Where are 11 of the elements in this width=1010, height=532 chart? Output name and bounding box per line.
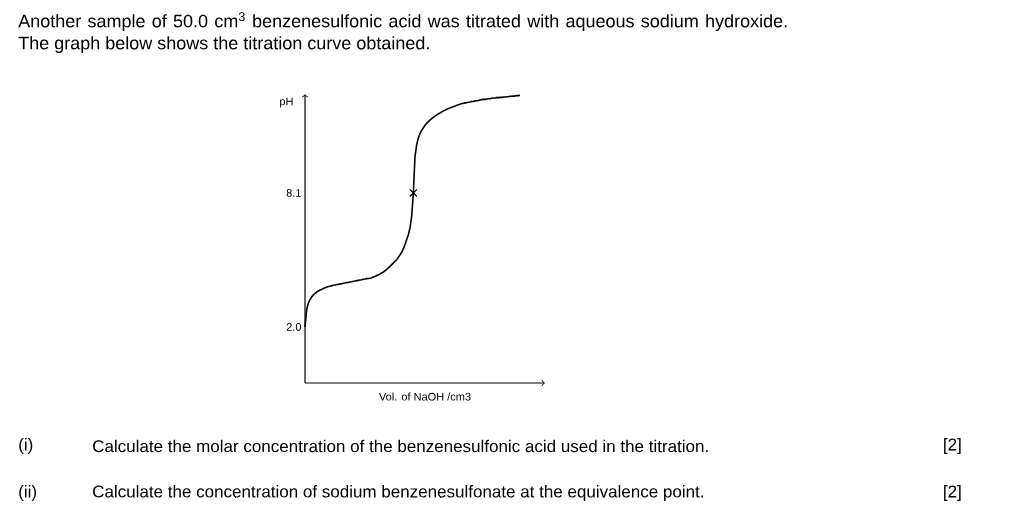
- chart-title: Another sample of 50.0 cm$^{3}$ benzenesulfonic acid was titrated with aqueous sodium hydroxide. The graph below shows the titration curve obtained.: [18, 12, 787, 53]
- text: Calculate the molar concentration of the benzenesulfonic acid used in the titration.: [93, 439, 708, 453]
- text: Calculate the concentration of sodium benzenesulfonate at the equivalence point.: [93, 485, 703, 501]
- text: (i): [19, 438, 33, 454]
- x-axis-title: Vol. of NaOH /cm3: [379, 392, 471, 401]
- y-tick-label: 2.0: [286, 323, 302, 331]
- y-tick-label: 8.1: [286, 189, 301, 197]
- text: (ii): [19, 485, 37, 501]
- text: [2]: [944, 485, 961, 501]
- y-axis-title: pH: [280, 97, 293, 108]
- text: [2]: [944, 438, 961, 454]
